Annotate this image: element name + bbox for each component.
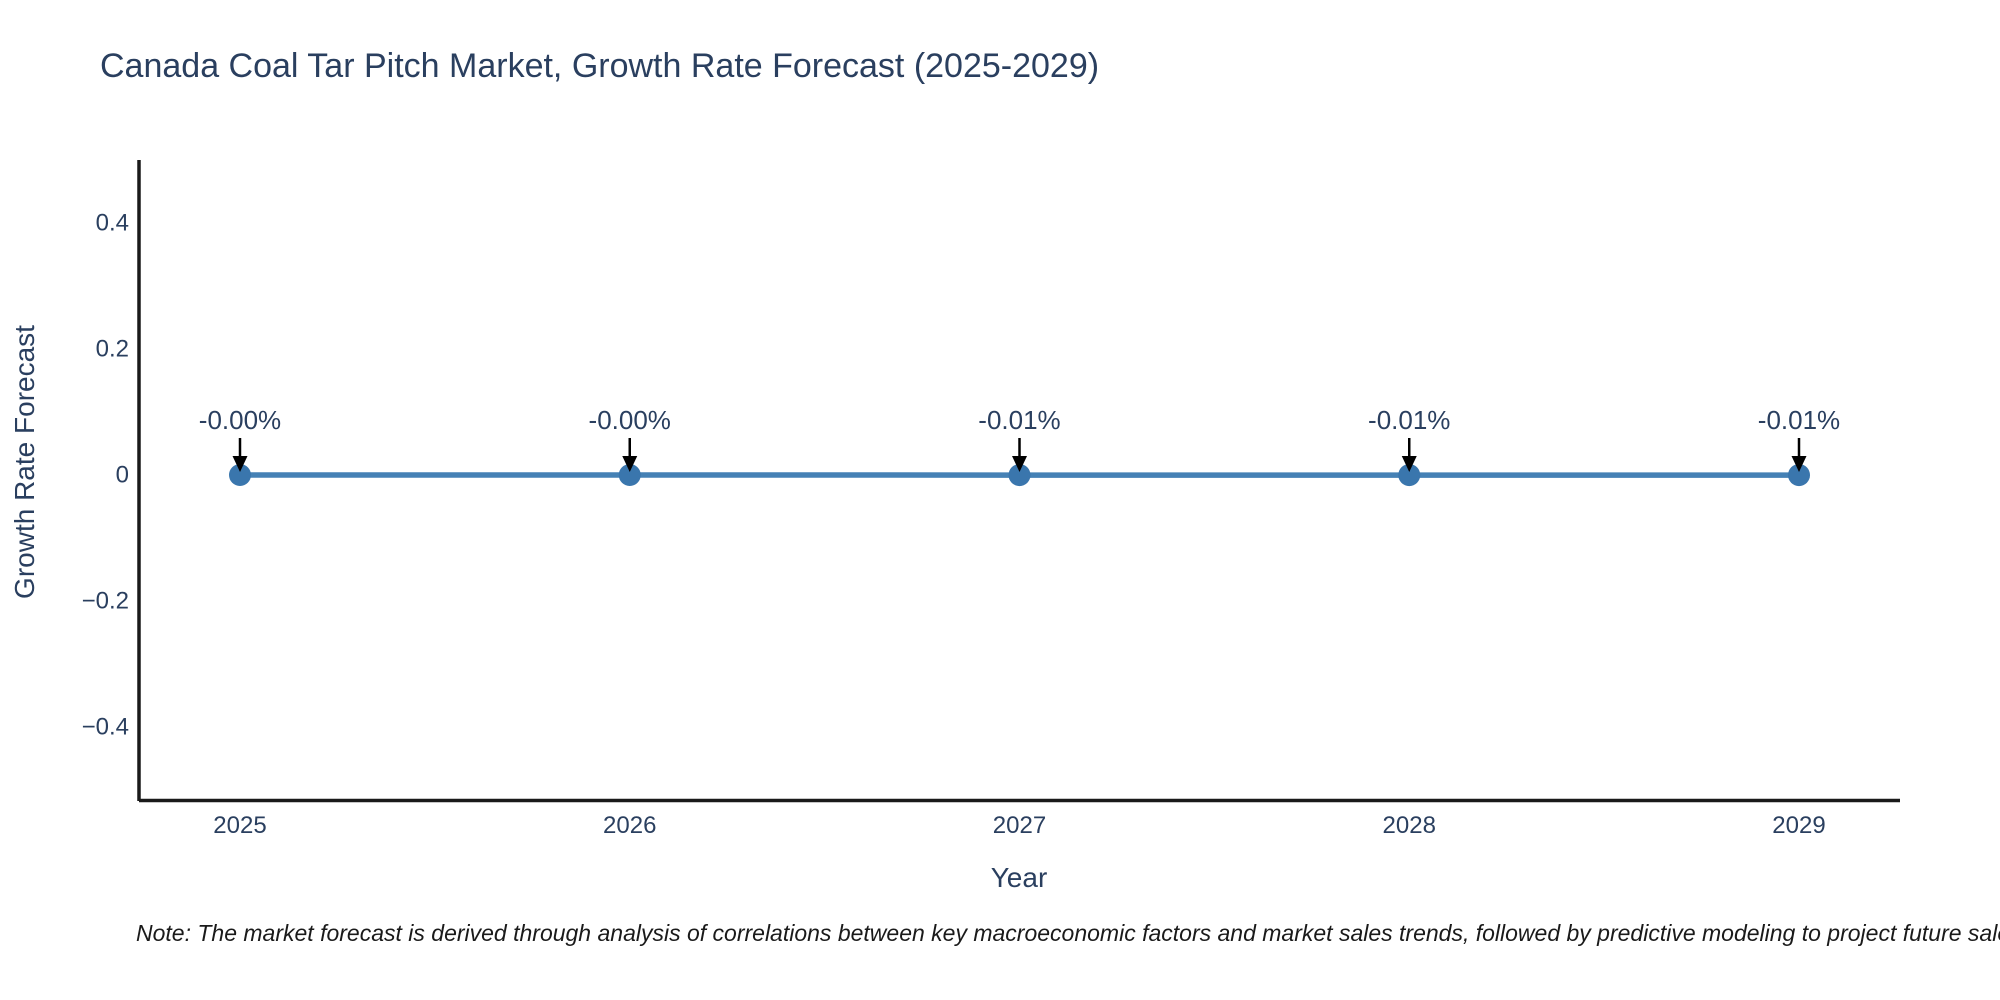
- y-tick-label: 0.4: [96, 210, 129, 237]
- x-tick-label: 2025: [213, 812, 266, 839]
- x-tick-label: 2026: [603, 812, 656, 839]
- point-label: -0.01%: [1758, 405, 1840, 435]
- data-point: [1008, 464, 1031, 487]
- annotation-arrow-head: [1401, 456, 1417, 472]
- x-tick-label: 2028: [1383, 812, 1436, 839]
- chart-title: Canada Coal Tar Pitch Market, Growth Rat…: [100, 47, 1100, 85]
- footnote: Note: The market forecast is derived thr…: [136, 920, 2000, 946]
- data-point: [618, 464, 641, 486]
- point-label: -0.00%: [199, 405, 281, 435]
- y-tick-label: 0: [116, 462, 129, 489]
- y-tick-label: −0.2: [82, 588, 129, 615]
- annotation-arrow-head: [622, 456, 638, 472]
- y-axis-title: Growth Rate Forecast: [9, 325, 40, 599]
- x-tick-label: 2029: [1772, 812, 1825, 839]
- y-tick-label: 0.2: [96, 336, 129, 363]
- annotation-arrow-head: [1012, 456, 1027, 472]
- data-point: [1398, 464, 1421, 487]
- x-axis-title: Year: [991, 862, 1048, 893]
- point-label: -0.01%: [1368, 405, 1450, 435]
- point-label: -0.00%: [589, 405, 671, 435]
- annotation-arrow-head: [1791, 456, 1807, 472]
- y-tick-label: −0.4: [82, 714, 129, 741]
- point-label: -0.01%: [978, 405, 1060, 435]
- annotation-arrow-head: [232, 456, 248, 472]
- x-tick-label: 2027: [993, 812, 1046, 839]
- data-point: [229, 464, 251, 486]
- data-point: [1788, 464, 1810, 487]
